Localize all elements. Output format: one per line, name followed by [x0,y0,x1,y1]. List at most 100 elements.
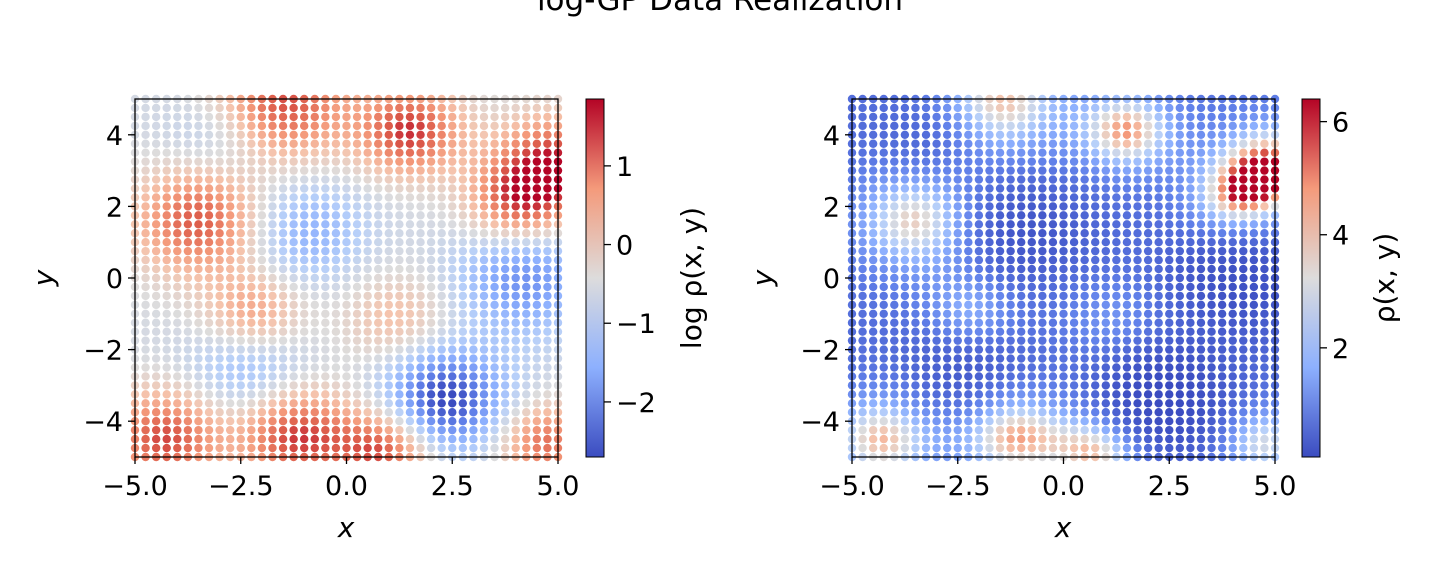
right-scatter-point [1260,202,1269,211]
right-scatter-point [942,193,952,202]
right-scatter-point [1260,220,1269,229]
left-scatter-point [384,193,394,202]
left-scatter-point [321,443,330,453]
right-scatter-point [1217,372,1227,381]
left-scatter-point [268,184,277,193]
left-scatter-point [500,157,510,166]
left-scatter-point [215,273,224,283]
left-scatter-point [289,237,298,247]
right-scatter-point [1217,408,1227,417]
left-scatter-point [342,336,351,345]
left-scatter-point [151,148,161,157]
right-scatter-point [964,103,973,113]
left-scatter-point [511,148,520,157]
right-scatter-point [1228,175,1237,184]
right-scatter-point [879,300,888,310]
right-scatter-point [1080,416,1089,426]
right-scatter-point [1154,112,1163,122]
left-scatter-point [204,157,214,166]
right-scatter-point [1059,300,1068,310]
left-scatter-point [469,148,478,157]
right-scatter-point [1249,229,1259,238]
left-scatter-point [204,130,214,140]
right-scatter-point [1112,434,1121,444]
left-scatter-point [448,246,457,256]
left-scatter-point [225,309,235,319]
right-scatter-point [995,121,1005,131]
right-scatter-point [868,121,878,131]
right-scatter-point [890,345,899,354]
right-scatter-point [1069,237,1079,247]
left-scatter-point [289,148,298,157]
left-scatter-point [247,103,256,113]
left-scatter-point [416,416,425,426]
right-scatter-point [1048,130,1058,140]
left-scatter-point [395,237,404,247]
left-scatter-point [225,237,235,247]
left-scatter-point [416,246,425,256]
right-scatter-point [1006,416,1015,426]
left-scatter-point [204,381,214,390]
right-scatter-point [1239,157,1248,166]
left-scatter-point [299,345,309,354]
left-scatter-point [352,282,362,292]
left-scatter-point [352,157,362,166]
right-scatter-point [1239,300,1248,310]
right-scatter-point [1249,220,1259,229]
right-scatter-point [1048,336,1058,345]
left-scatter-point [151,103,161,113]
right-scatter-point [1080,291,1089,301]
left-scatter-point [194,372,203,381]
left-scatter-point [416,336,425,345]
left-scatter-point [289,282,298,292]
left-scatter-point [289,139,298,148]
right-scatter-point [900,246,910,256]
right-scatter-point [1059,166,1068,175]
left-scatter-point [490,112,499,122]
left-scatter-point [490,300,499,310]
right-scatter-point [985,273,994,283]
left-scatter-point [458,300,468,310]
left-scatter-point [511,202,520,211]
right-scatter-point [1143,408,1153,417]
right-scatter-point [1186,112,1195,122]
right-scatter-point [858,255,867,265]
left-scatter-point [416,399,425,408]
right-scatter-point [985,193,994,202]
right-scatter-point [1260,255,1269,265]
left-scatter-point [374,246,383,256]
right-scatter-point [1038,300,1047,310]
left-scatter-point [215,264,224,274]
left-scatter-point [469,211,478,220]
left-scatter-point [437,130,446,140]
left-scatter-point [500,148,510,157]
right-scatter-point [1186,193,1195,202]
left-scatter-point [522,246,531,256]
left-scatter-point [247,175,256,184]
right-scatter-point [1186,184,1195,193]
right-scatter-point [868,416,878,426]
left-scatter-point [543,354,552,363]
left-scatter-point [247,130,256,140]
right-scatter-point [1217,139,1227,148]
left-scatter-point [162,390,171,399]
left-scatter-point [490,255,499,265]
right-scatter-point [1006,237,1015,247]
left-scatter-point [194,273,203,283]
left-scatter-point [215,255,224,265]
right-scatter-point [1133,291,1142,301]
left-scatter-point [395,408,404,417]
left-scatter-point [141,202,150,211]
right-scatter-point [1091,416,1100,426]
right-scatter-point [1122,229,1132,238]
right-scatter-point [868,211,878,220]
left-scatter-point [173,408,182,417]
left-scatter-point [500,246,510,256]
right-scatter-point [1101,255,1111,265]
right-scatter-point [1059,336,1068,345]
right-scatter-point [953,300,962,310]
right-scatter-point [1133,264,1142,274]
right-y-tick-label: 4 [823,121,840,152]
left-scatter-point [543,112,552,122]
left-scatter-point [299,282,309,292]
